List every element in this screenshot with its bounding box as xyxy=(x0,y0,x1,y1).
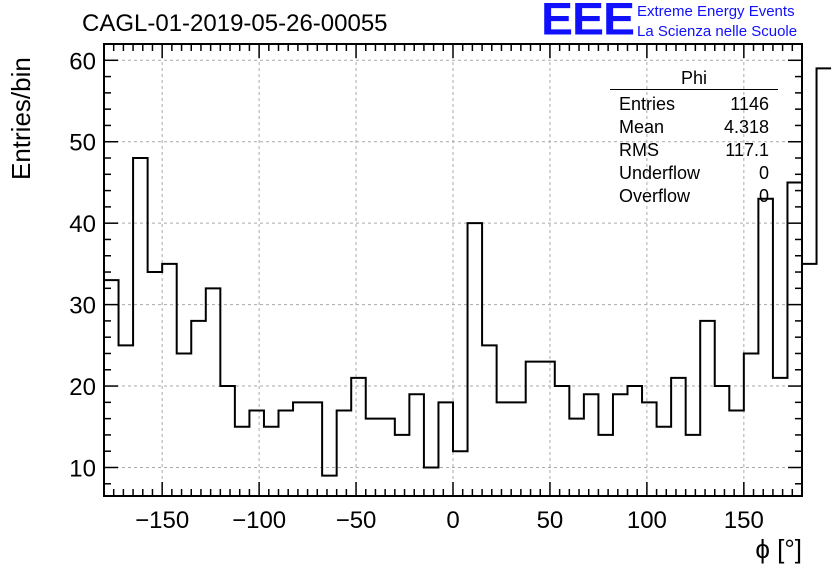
histogram-bin xyxy=(148,272,163,496)
histogram-bin xyxy=(351,378,366,496)
histogram-bin xyxy=(177,353,192,496)
histogram-bin xyxy=(133,158,148,496)
histogram-bin xyxy=(700,321,715,496)
stats-label: Entries xyxy=(619,94,676,114)
x-tick-label: −100 xyxy=(232,507,286,534)
histogram-bars xyxy=(104,67,832,496)
histogram-bin xyxy=(453,451,468,496)
histogram-bin xyxy=(715,386,730,496)
histogram-bin xyxy=(613,394,628,496)
histogram-bin xyxy=(686,435,701,496)
histogram-bin xyxy=(671,378,686,496)
histogram-bin xyxy=(584,394,599,496)
histogram-bin xyxy=(802,264,817,496)
eee-logo: EEE xyxy=(541,0,635,45)
histogram-bin xyxy=(322,476,337,496)
y-tick-label: 60 xyxy=(69,48,96,75)
histogram-bin xyxy=(162,264,177,496)
histogram-bin xyxy=(104,280,119,496)
histogram-bin xyxy=(511,402,526,496)
stats-value: 1146 xyxy=(730,94,769,114)
histogram-bin xyxy=(628,386,643,496)
axis-ticks xyxy=(104,43,802,496)
histogram-bin xyxy=(293,402,308,496)
histogram-bin xyxy=(555,386,570,496)
histogram-bin xyxy=(817,68,832,496)
histogram-bin xyxy=(569,419,584,496)
stats-value: 0 xyxy=(758,186,769,206)
histogram-bin xyxy=(424,467,439,496)
histogram-bin xyxy=(409,394,424,496)
x-tick-label: 150 xyxy=(724,507,764,534)
x-tick-label: 100 xyxy=(627,507,667,534)
histogram-bin xyxy=(787,182,802,496)
tick-labels: −150 −100 −50 0 50 100 150 10 20 30 40 50 60 xyxy=(69,48,764,534)
x-tick-label: −50 xyxy=(336,507,377,534)
histogram-bin xyxy=(438,402,453,496)
logo-line-1: Extreme Energy Events xyxy=(637,3,795,20)
x-tick-label: 0 xyxy=(446,507,459,534)
histogram-bin xyxy=(642,402,657,496)
y-axis-label: Entries/bin xyxy=(6,57,36,180)
histogram-bin xyxy=(729,410,744,496)
stats-label: RMS xyxy=(619,140,659,160)
histogram-bin xyxy=(773,378,788,496)
logo-caption: Extreme Energy Events La Scienza nelle S… xyxy=(637,2,797,42)
y-tick-label: 10 xyxy=(69,455,96,482)
histogram-bin xyxy=(657,427,672,496)
histogram-bin xyxy=(119,345,134,496)
stats-row: Mean 4.318 xyxy=(610,116,778,139)
stats-row: Overflow 0 xyxy=(610,185,778,208)
stats-row: RMS 117.1 xyxy=(610,139,778,162)
y-tick-label: 20 xyxy=(69,374,96,401)
logo-line-2: La Scienza nelle Scuole xyxy=(637,23,798,40)
stats-value: 0 xyxy=(758,163,769,183)
histogram-bin xyxy=(482,345,497,496)
stats-value: 4.318 xyxy=(723,117,769,137)
histogram-bin xyxy=(526,362,541,496)
x-tick-label: −150 xyxy=(135,507,189,534)
histogram-bin xyxy=(206,288,221,496)
histogram-bin xyxy=(235,427,250,496)
histogram-bin xyxy=(598,435,613,496)
histogram-bin xyxy=(220,386,235,496)
stats-box: Phi Entries 1146 Mean 4.318 RMS 117.1 Under… xyxy=(610,67,778,208)
stats-row: Entries 1146 xyxy=(610,93,778,116)
histogram-bin xyxy=(497,402,512,496)
histogram-bin xyxy=(279,410,294,496)
histogram-bin xyxy=(380,419,395,496)
histogram-bin xyxy=(744,353,759,496)
histogram-bin xyxy=(264,427,279,496)
stats-title: Phi xyxy=(610,67,778,90)
histogram-bin xyxy=(191,321,206,496)
y-tick-label: 50 xyxy=(69,130,96,157)
plot-title: CAGL-01-2019-05-26-00055 xyxy=(82,10,388,37)
stats-row: Underflow 0 xyxy=(610,162,778,185)
histogram-bin xyxy=(540,362,555,496)
histogram-bin xyxy=(468,223,483,496)
histogram-bin xyxy=(249,410,264,496)
histogram-bin xyxy=(366,419,381,496)
histogram-outline xyxy=(104,67,832,477)
histogram-bin xyxy=(308,402,323,496)
stats-label: Overflow xyxy=(619,186,691,206)
x-tick-label: 50 xyxy=(537,507,564,534)
stats-label: Mean xyxy=(619,117,665,137)
histogram-bin xyxy=(395,435,410,496)
y-tick-label: 40 xyxy=(69,211,96,238)
stats-value: 117.1 xyxy=(725,140,769,160)
histogram-bin xyxy=(758,199,773,496)
y-tick-label: 30 xyxy=(69,293,96,320)
x-axis-label: ϕ [°] xyxy=(755,534,802,564)
stats-label: Underflow xyxy=(619,163,701,183)
histogram-bin xyxy=(337,410,352,496)
